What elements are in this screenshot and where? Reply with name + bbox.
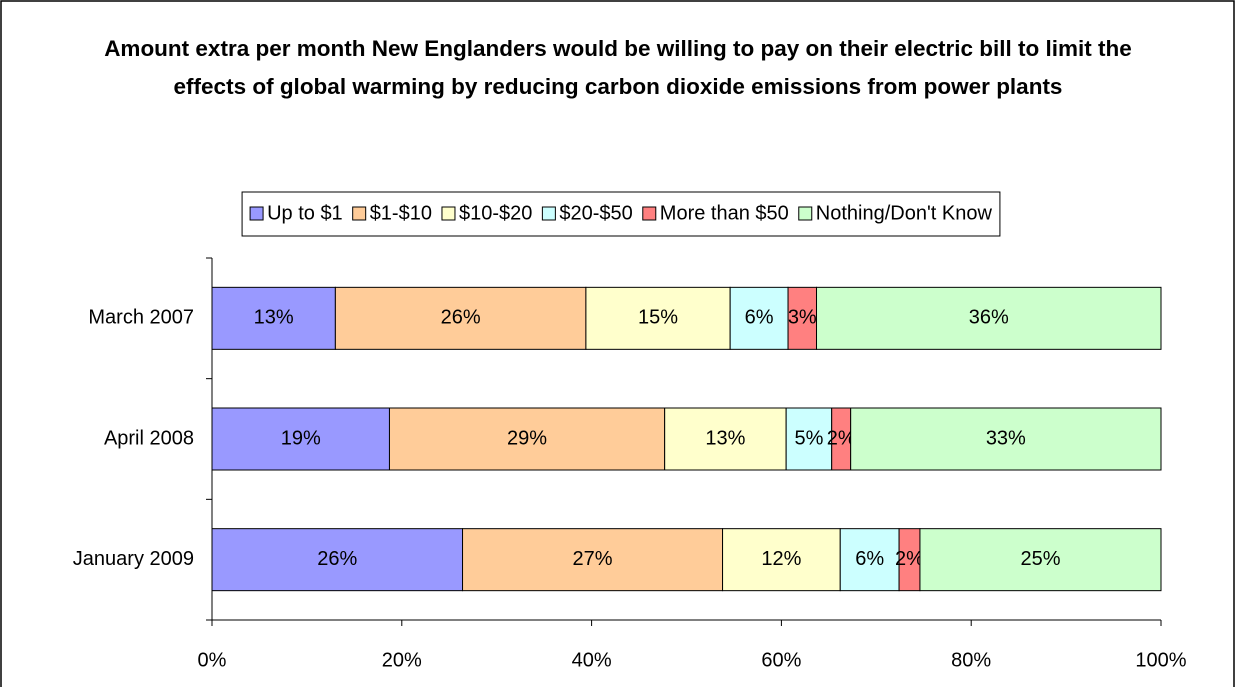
bar-segment	[785, 407, 833, 471]
bar-segment	[919, 528, 1162, 592]
legend-swatch	[541, 206, 556, 221]
data-label: 5%	[794, 427, 823, 449]
x-tick-label: 80%	[951, 649, 991, 671]
data-label: 29%	[507, 427, 547, 449]
legend-swatch	[249, 206, 264, 221]
data-label: 2%	[827, 427, 856, 449]
legend-swatch	[642, 206, 657, 221]
bar-segment	[211, 286, 336, 350]
chart-title: Amount extra per month New Englanders wo…	[104, 36, 1132, 99]
legend-label: Up to $1	[267, 202, 343, 224]
data-label: 27%	[573, 548, 613, 570]
legend-box	[241, 191, 1001, 237]
legend-label: $20-$50	[559, 202, 632, 224]
y-tick-label: January 2009	[73, 548, 194, 570]
data-label: 26%	[317, 548, 357, 570]
data-label: 12%	[761, 548, 801, 570]
data-label: 13%	[705, 427, 745, 449]
data-label: 25%	[1020, 548, 1060, 570]
y-tick-label: March 2007	[88, 307, 194, 329]
data-label: 15%	[638, 307, 678, 329]
data-label: 2%	[895, 548, 924, 570]
bar-segment	[211, 528, 464, 592]
x-tick-label: 40%	[572, 649, 612, 671]
data-label: 33%	[986, 427, 1026, 449]
bar-segment	[850, 407, 1162, 471]
legend-label: More than $50	[660, 202, 789, 224]
data-label: 26%	[441, 307, 481, 329]
x-tick-label: 60%	[761, 649, 801, 671]
data-label: 3%	[788, 307, 817, 329]
data-label: 36%	[969, 307, 1009, 329]
legend-label: $1-$10	[370, 202, 432, 224]
x-tick-label: 20%	[382, 649, 422, 671]
legend-swatch	[798, 206, 813, 221]
x-tick-label: 0%	[198, 649, 227, 671]
legend-swatch	[352, 206, 367, 221]
y-tick-label: April 2008	[104, 427, 194, 449]
data-label: 19%	[281, 427, 321, 449]
legend-label: $10-$20	[459, 202, 532, 224]
bar-segment	[462, 528, 724, 592]
bar-segment	[722, 528, 841, 592]
data-label: 6%	[745, 307, 774, 329]
x-tick-label: 100%	[1135, 649, 1186, 671]
data-label: 6%	[855, 548, 884, 570]
bar-segment	[585, 286, 731, 350]
bar-segment	[334, 286, 587, 350]
bar-segment	[664, 407, 787, 471]
bar-segment	[211, 407, 390, 471]
legend-swatch	[441, 206, 456, 221]
data-label: 13%	[254, 307, 294, 329]
bar-segment	[839, 528, 900, 592]
legend-label: Nothing/Don't Know	[816, 202, 993, 224]
bar-segment	[729, 286, 789, 350]
bar-segment	[816, 286, 1162, 350]
bar-segment	[388, 407, 666, 471]
